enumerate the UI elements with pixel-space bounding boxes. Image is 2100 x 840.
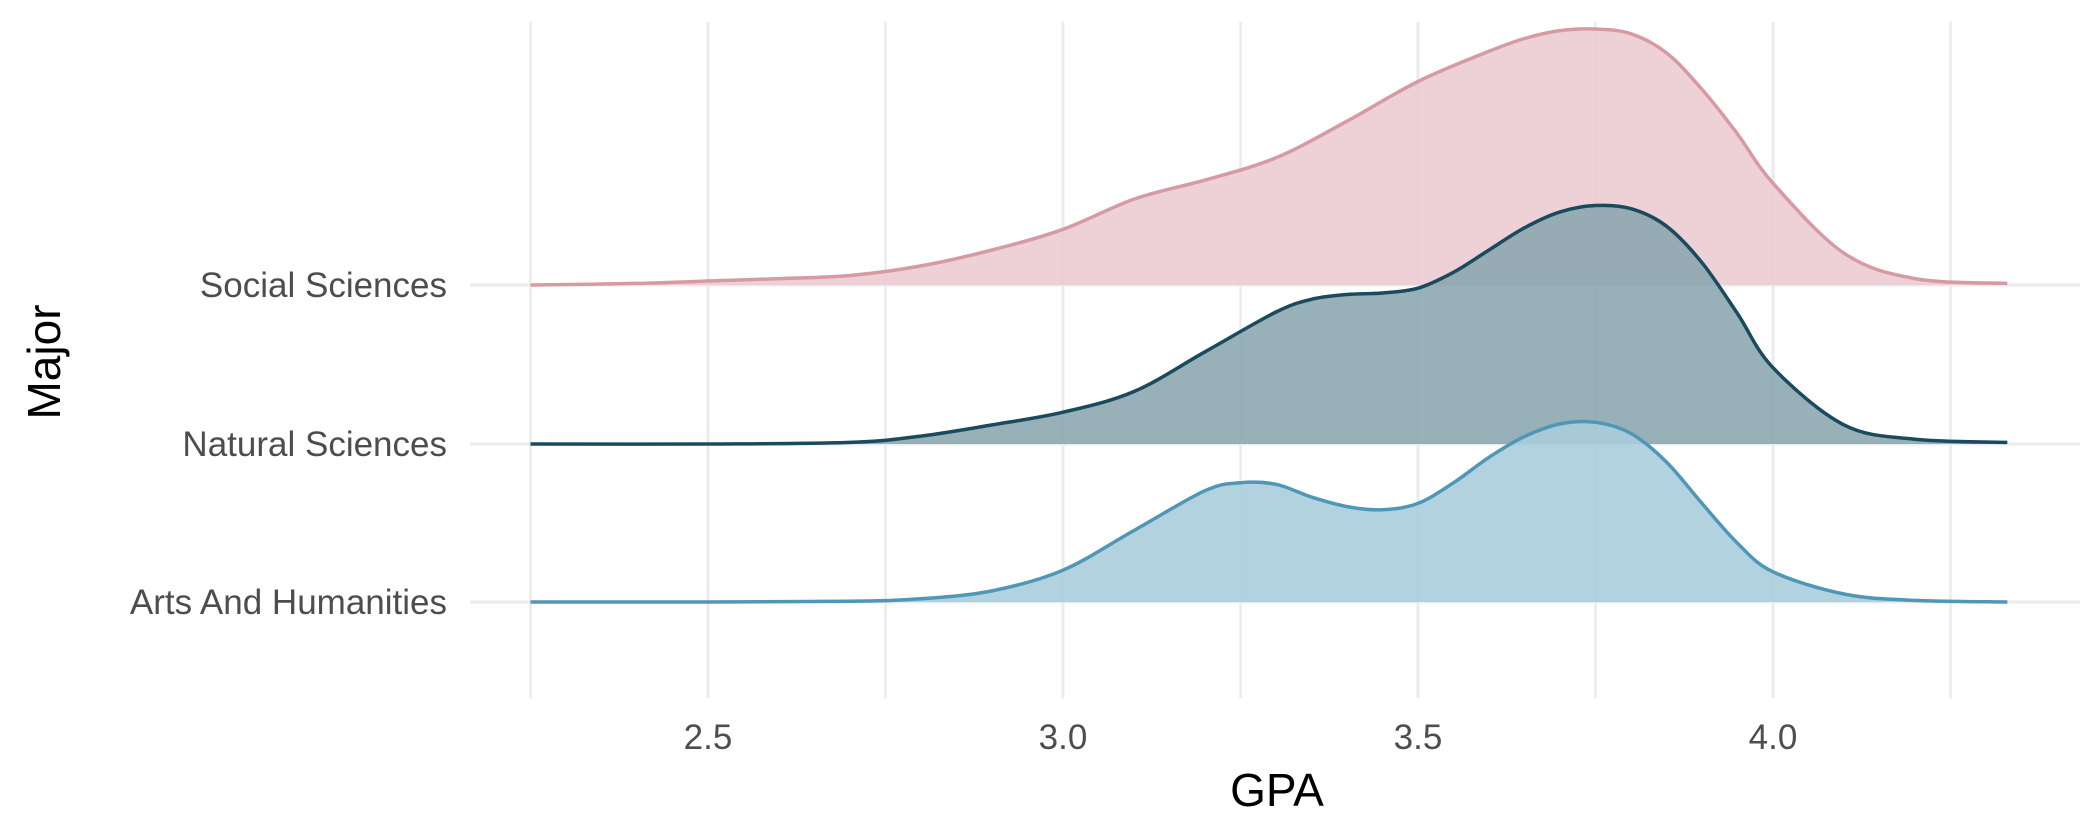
x-axis-title: GPA	[1230, 764, 1324, 816]
y-tick-label: Arts And Humanities	[130, 583, 447, 622]
x-tick-label: 4.0	[1749, 718, 1798, 757]
x-tick-label: 2.5	[684, 718, 733, 757]
x-tick-label: 3.0	[1039, 718, 1088, 757]
x-tick-label: 3.5	[1394, 718, 1443, 757]
ridge-fill	[530, 205, 2008, 445]
x-tick-labels: 2.5 3.0 3.5 4.0	[684, 718, 1798, 757]
ridge-arts-and-humanities	[530, 419, 2008, 604]
y-tick-labels: Arts And Humanities Natural Sciences Socia…	[130, 266, 447, 622]
density-ridges	[530, 27, 2008, 604]
ridge-line	[530, 27, 2008, 287]
ridge-line	[530, 419, 2008, 604]
ridge-fill	[530, 421, 2008, 603]
y-tick-label: Natural Sciences	[182, 425, 447, 464]
y-tick-label: Social Sciences	[200, 266, 447, 305]
ridge-fill	[530, 28, 2008, 286]
ridge-line	[530, 203, 2008, 446]
ridge-natural-sciences	[530, 203, 2008, 446]
y-axis-title: Major	[18, 304, 70, 419]
ridge-social-sciences	[530, 27, 2008, 287]
